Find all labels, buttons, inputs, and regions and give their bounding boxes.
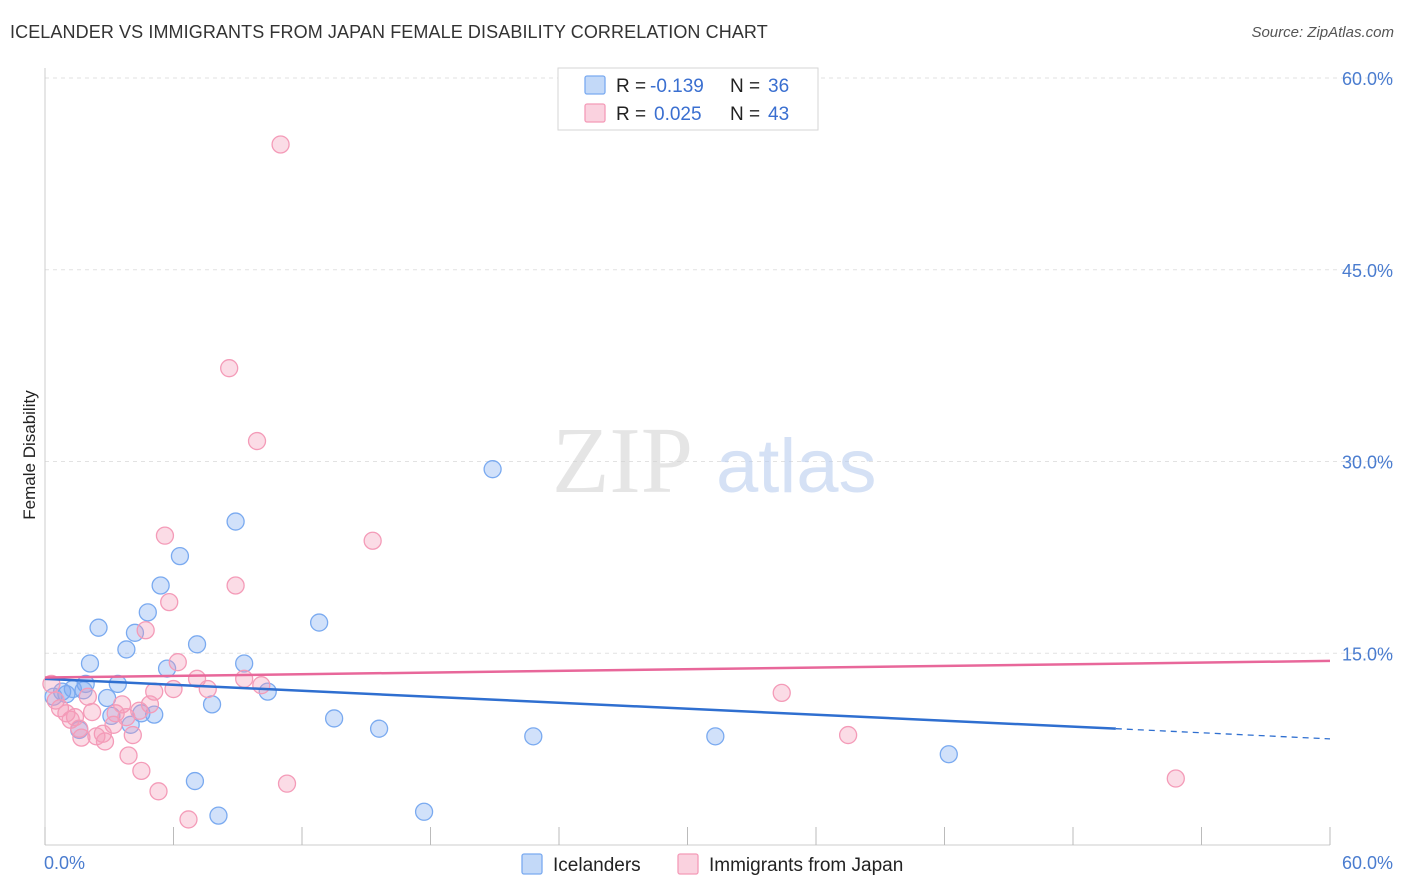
stats-legend-box	[557, 67, 819, 131]
japan-point-17	[119, 746, 138, 765]
japan-point-8	[78, 687, 97, 706]
icelander-point-10	[108, 674, 127, 694]
scatter-points	[42, 135, 1185, 829]
icelander-point-29	[414, 802, 434, 821]
japan-point-37	[271, 135, 290, 154]
japan-point-33	[226, 576, 245, 595]
icelander-point-23	[226, 512, 245, 531]
japan-point-29	[179, 810, 198, 829]
axes	[44, 68, 1331, 846]
legend-n-label-1: N =	[730, 76, 760, 97]
icelander-point-31	[524, 727, 543, 746]
bottom-legend-label-japan: Immigrants from Japan	[709, 855, 903, 876]
japan-point-31	[198, 679, 217, 699]
icelander-point-17	[151, 576, 170, 595]
icelander-point-11	[117, 640, 136, 659]
legend-r-label-1: R =	[616, 76, 646, 97]
japan-point-5	[65, 708, 85, 727]
icelander-point-34	[939, 745, 958, 764]
japan-point-26	[160, 592, 179, 612]
japan-point-14	[106, 704, 125, 723]
icelander-point-24	[235, 654, 254, 673]
japan-point-12	[95, 732, 115, 751]
icelander-point-26	[309, 613, 329, 632]
japan-point-9	[82, 702, 102, 722]
bottom-legend: Icelanders Immigrants from Japan	[521, 853, 903, 876]
japan-point-35	[247, 431, 267, 451]
japan-point-34	[235, 669, 254, 688]
japan-point-24	[149, 782, 168, 801]
japan-point-36	[252, 676, 271, 695]
legend-swatch-icelanders	[584, 75, 606, 95]
icelander-point-15	[138, 603, 157, 622]
legend-r-value-1: -0.139	[650, 76, 704, 97]
japan-point-42	[1166, 769, 1185, 788]
legend-n-value-2: 43	[768, 104, 789, 125]
icelander-point-33	[185, 771, 205, 791]
icelander-trend-extension	[1115, 728, 1331, 740]
chart-title: ICELANDER VS IMMIGRANTS FROM JAPAN FEMAL…	[10, 22, 768, 42]
y-tick-labels: 15.0% 30.0% 45.0% 60.0%	[1342, 69, 1393, 664]
legend-n-value-1: 36	[768, 76, 789, 97]
japan-trend-line	[44, 659, 1331, 679]
icelander-point-6	[80, 654, 100, 673]
icelander-point-21	[202, 695, 222, 714]
japan-point-23	[145, 682, 164, 701]
y-axis-title: Female Disability	[20, 390, 39, 520]
japan-point-20	[132, 761, 151, 781]
japan-point-19	[130, 701, 149, 720]
source-label: Source: ZipAtlas.com	[1251, 24, 1394, 41]
x-tick-label-60: 60.0%	[1342, 853, 1393, 873]
y-tick-label-15: 15.0%	[1342, 644, 1393, 664]
icelander-point-28	[369, 719, 389, 738]
y-tick-label-45: 45.0%	[1342, 261, 1393, 281]
japan-point-21	[136, 621, 155, 640]
japan-point-32	[220, 359, 239, 378]
legend-r-value-2: 0.025	[654, 104, 702, 125]
gridlines	[45, 77, 1395, 654]
icelander-point-22	[209, 806, 228, 825]
icelander-point-30	[483, 460, 502, 479]
bottom-legend-label-icelanders: Icelanders	[553, 855, 641, 876]
icelander-point-19	[170, 546, 190, 566]
japan-point-40	[772, 683, 791, 703]
japan-point-18	[123, 725, 142, 745]
japan-point-39	[363, 531, 382, 550]
japan-point-28	[168, 653, 187, 672]
japan-point-41	[838, 725, 858, 745]
watermark-zip: ZIP	[552, 409, 693, 513]
watermark: ZIP atlas	[552, 409, 877, 513]
watermark-atlas: atlas	[716, 424, 877, 509]
icelander-trend-line	[44, 677, 1116, 730]
trend-lines	[44, 659, 1331, 740]
x-tick-labels: 0.0% 60.0%	[44, 853, 1393, 873]
x-tick-label-0: 0.0%	[44, 853, 85, 873]
legend-r-label-2: R =	[616, 104, 646, 125]
icelander-point-13	[125, 623, 145, 642]
legend-swatch-japan	[584, 103, 606, 123]
icelander-point-20	[187, 635, 207, 654]
stats-legend: R = -0.139 N = 36 R = 0.025 N = 43	[557, 67, 819, 131]
legend-n-label-2: N =	[730, 104, 760, 125]
y-tick-label-60: 60.0%	[1342, 69, 1393, 89]
icelander-point-32	[706, 727, 725, 746]
japan-point-38	[277, 774, 297, 793]
icelander-point-16	[145, 705, 164, 724]
y-tick-label-30: 30.0%	[1342, 453, 1393, 473]
japan-point-25	[155, 526, 175, 545]
icelander-point-7	[89, 618, 108, 637]
icelander-point-27	[324, 709, 344, 728]
bottom-legend-swatch-japan	[677, 853, 699, 875]
japan-point-7	[72, 728, 91, 747]
japan-point-27	[164, 679, 183, 699]
bottom-legend-swatch-icelanders	[521, 853, 543, 875]
